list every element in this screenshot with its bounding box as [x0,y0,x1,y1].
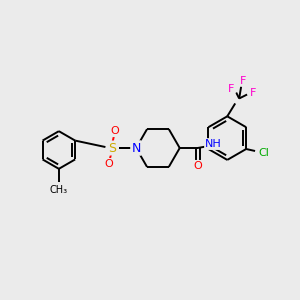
Text: N: N [131,142,141,154]
Text: O: O [104,159,113,169]
Text: F: F [228,84,234,94]
Text: CH₃: CH₃ [50,184,68,195]
Text: N: N [131,142,141,154]
Text: NH: NH [205,139,222,149]
Text: S: S [108,142,116,154]
Text: F: F [240,76,246,85]
Text: Cl: Cl [259,148,269,158]
Text: F: F [250,88,256,98]
Text: O: O [193,161,202,171]
Text: O: O [110,126,119,136]
